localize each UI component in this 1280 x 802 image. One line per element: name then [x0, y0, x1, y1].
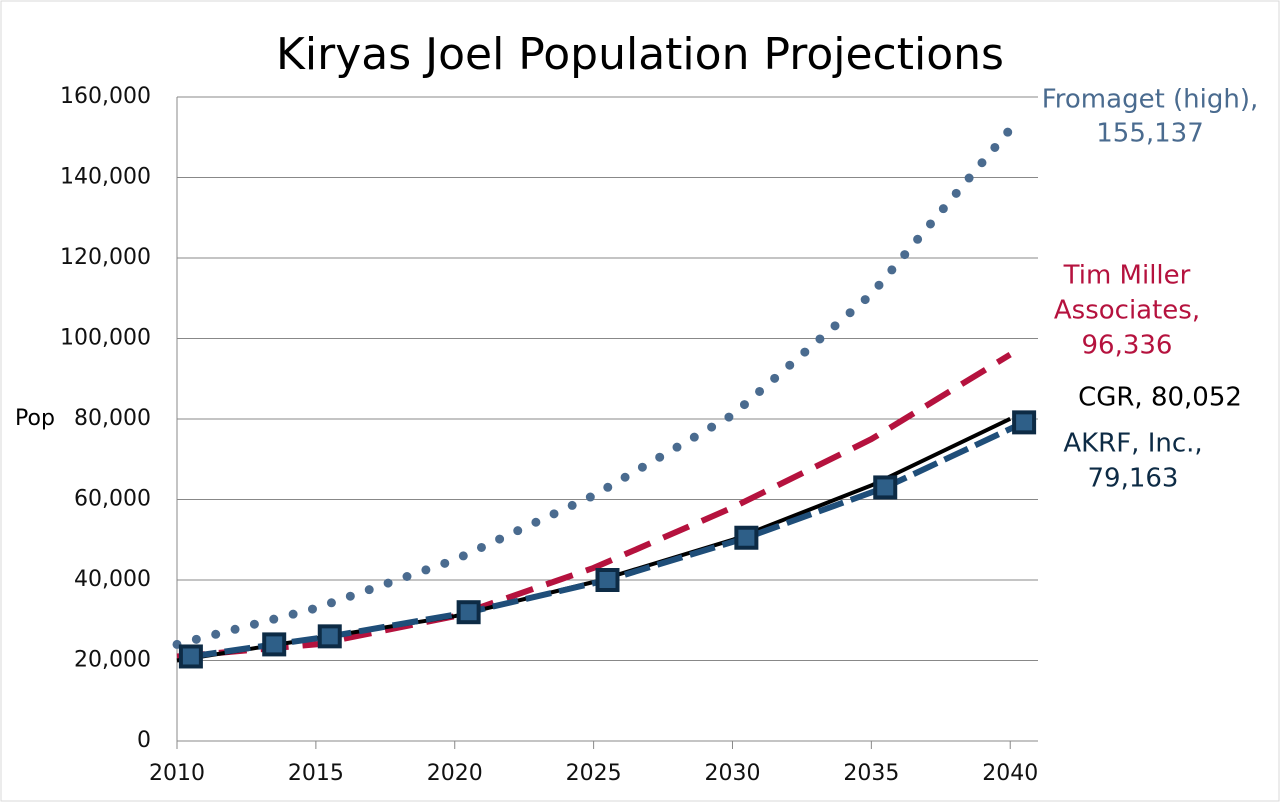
- marker: [456, 600, 481, 625]
- y-tick-label: 0: [137, 728, 151, 753]
- marker: [178, 644, 203, 669]
- marker: [734, 525, 759, 550]
- y-tick-label: 140,000: [60, 165, 151, 190]
- series-line: [172, 124, 1015, 649]
- marker: [1012, 410, 1037, 435]
- x-tick-label: 2015: [288, 761, 344, 786]
- annotation: AKRF, Inc.,: [1063, 429, 1202, 459]
- annotation: CGR, 80,052: [1078, 383, 1242, 413]
- x-tick-label: 2035: [843, 761, 899, 786]
- y-tick-label: 20,000: [74, 648, 151, 673]
- y-tick-label: 100,000: [60, 326, 151, 351]
- annotation: Associates,: [1054, 296, 1200, 326]
- x-tick-label: 2010: [149, 761, 205, 786]
- y-tick-label: 80,000: [74, 406, 151, 431]
- y-tick-label: 40,000: [74, 567, 151, 592]
- y-tick-label: 160,000: [60, 84, 151, 109]
- y-tick-label: 120,000: [60, 245, 151, 270]
- x-tick-label: 2025: [566, 761, 622, 786]
- y-axis-label: Pop: [15, 406, 55, 431]
- marker: [262, 632, 287, 657]
- x-tick-label: 2040: [982, 761, 1038, 786]
- marker: [595, 568, 620, 592]
- annotation: Tim Miller: [1063, 261, 1191, 291]
- series-line: [176, 352, 1012, 660]
- y-tick-label: 60,000: [74, 487, 151, 512]
- annotation: Fromaget (high),: [1042, 85, 1259, 115]
- annotation: 155,137: [1096, 119, 1204, 149]
- marker: [873, 475, 898, 500]
- annotation: 79,163: [1088, 464, 1179, 494]
- marker: [317, 624, 342, 649]
- x-tick-label: 2030: [704, 761, 760, 786]
- chart-title: Kiryas Joel Population Projections: [276, 29, 1004, 80]
- x-tick-label: 2020: [427, 761, 483, 786]
- annotation: 96,336: [1082, 331, 1173, 361]
